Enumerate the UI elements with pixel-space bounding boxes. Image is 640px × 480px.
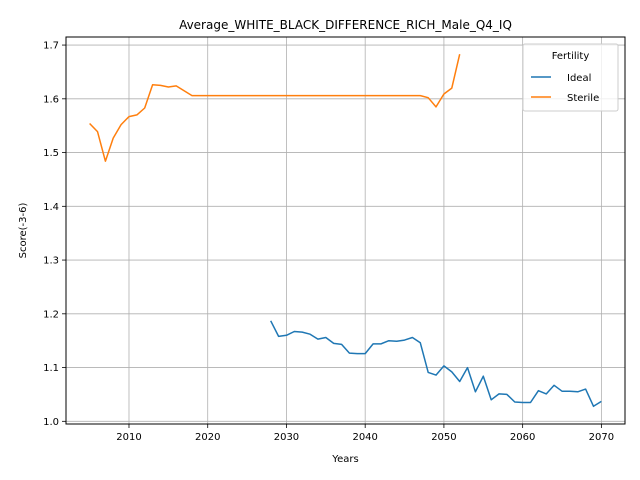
y-tick-label: 1.2 xyxy=(43,309,59,320)
series-lines xyxy=(89,54,602,408)
x-tick-label: 2070 xyxy=(589,432,614,443)
y-axis-ticks: 1.0 1.1 1.2 1.3 1.4 1.5 1.6 1.7 xyxy=(43,41,66,428)
legend-label-sterile: Sterile xyxy=(567,93,599,104)
legend-title: Fertility xyxy=(552,51,590,62)
chart-title: Average_WHITE_BLACK_DIFFERENCE_RICH_Male… xyxy=(179,18,512,32)
plot-frame xyxy=(65,36,626,425)
y-tick-label: 1.7 xyxy=(43,41,59,52)
x-axis-label: Years xyxy=(331,454,358,465)
x-axis-ticks: 2010 2020 2030 2040 2050 2060 2070 xyxy=(116,424,614,443)
x-tick-label: 2010 xyxy=(116,432,141,443)
y-tick-label: 1.0 xyxy=(43,417,59,428)
series-line-sterile xyxy=(89,54,461,162)
y-tick-label: 1.1 xyxy=(43,363,59,374)
legend-box xyxy=(522,43,619,112)
y-tick-label: 1.4 xyxy=(43,202,59,213)
grid xyxy=(66,37,625,424)
x-tick-label: 2020 xyxy=(195,432,220,443)
x-tick-label: 2040 xyxy=(352,432,377,443)
legend: Fertility Ideal Sterile xyxy=(522,43,619,112)
x-tick-label: 2030 xyxy=(274,432,299,443)
y-tick-label: 1.6 xyxy=(43,94,59,105)
x-tick-label: 2060 xyxy=(510,432,535,443)
legend-label-ideal: Ideal xyxy=(567,73,591,84)
series-line-ideal xyxy=(270,320,602,408)
y-tick-label: 1.5 xyxy=(43,148,59,159)
x-tick-label: 2050 xyxy=(431,432,456,443)
y-axis-label: Score(-3-6) xyxy=(18,203,29,259)
y-tick-label: 1.3 xyxy=(43,256,59,267)
